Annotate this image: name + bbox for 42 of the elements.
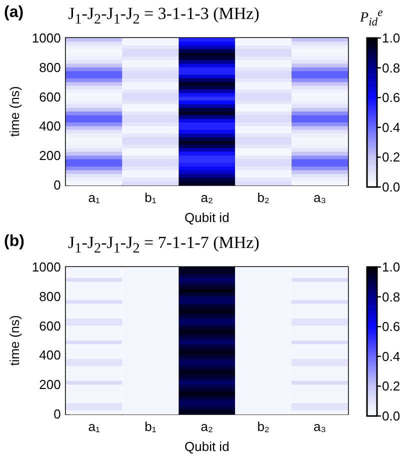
color-bar-label: 1.0 xyxy=(382,260,400,274)
y-tick-label: 0 xyxy=(54,178,61,192)
color-bar-label: 0.4 xyxy=(382,348,400,364)
color-bar-label: 0.8 xyxy=(382,60,400,76)
y-tick-label: 200 xyxy=(39,148,61,164)
x-tick-label: a₂ xyxy=(200,419,214,434)
y-tick-label: 400 xyxy=(39,118,61,134)
x-tick-label: a₁ xyxy=(88,190,100,205)
color-bar-label: 0.8 xyxy=(382,289,400,304)
x-tick-label: b₂ xyxy=(257,419,270,434)
color-bar-label: 0.4 xyxy=(382,120,400,135)
color-bar-label: 0.2 xyxy=(382,150,400,165)
text: (a) xyxy=(4,4,24,22)
x-tick-label: b₁ xyxy=(144,419,157,434)
y-tick-label: 400 xyxy=(39,348,61,363)
chart-title: J$_{1}$-J$_{2}$-J$_{1}$-J$_{2}$ = 7-1-1-7 (MHz) xyxy=(68,233,260,256)
color-bar-label: 0.0 xyxy=(382,408,400,424)
color-bar-label: 0.6 xyxy=(382,319,400,334)
text: (b) xyxy=(4,233,24,251)
color-bar-label: 0.2 xyxy=(382,378,400,394)
y-axis-title: time (ns) xyxy=(7,315,22,366)
x-axis-title: Qubit id xyxy=(184,210,230,225)
y-tick-label: 0 xyxy=(54,406,61,422)
y-tick-label: 800 xyxy=(39,288,61,304)
x-tick-label: a₃ xyxy=(314,190,326,205)
y-tick-label: 1000 xyxy=(32,30,61,46)
x-tick-label: b₂ xyxy=(257,190,270,205)
color-bar-label: 0.0 xyxy=(382,180,400,194)
x-tick-label: a₂ xyxy=(200,190,214,205)
x-tick-label: a₁ xyxy=(88,419,100,434)
y-tick-label: 1000 xyxy=(32,260,61,274)
y-tick-label: 600 xyxy=(39,318,61,334)
y-tick-label: 200 xyxy=(39,377,61,392)
y-axis-title: time (ns) xyxy=(7,86,22,137)
chart-title: J$_{1}$-J$_{2}$-J$_{1}$-J$_{2}$ = 3-1-1-3 (MHz) xyxy=(68,4,260,28)
x-axis-title: Qubit id xyxy=(184,439,230,454)
x-tick-label: b₁ xyxy=(144,190,157,205)
x-tick-label: a₃ xyxy=(314,419,326,434)
y-tick-label: 800 xyxy=(39,60,61,75)
y-tick-label: 600 xyxy=(39,89,61,104)
color-bar-label: 1.0 xyxy=(382,30,400,46)
color-bar-label: 0.6 xyxy=(382,90,400,106)
